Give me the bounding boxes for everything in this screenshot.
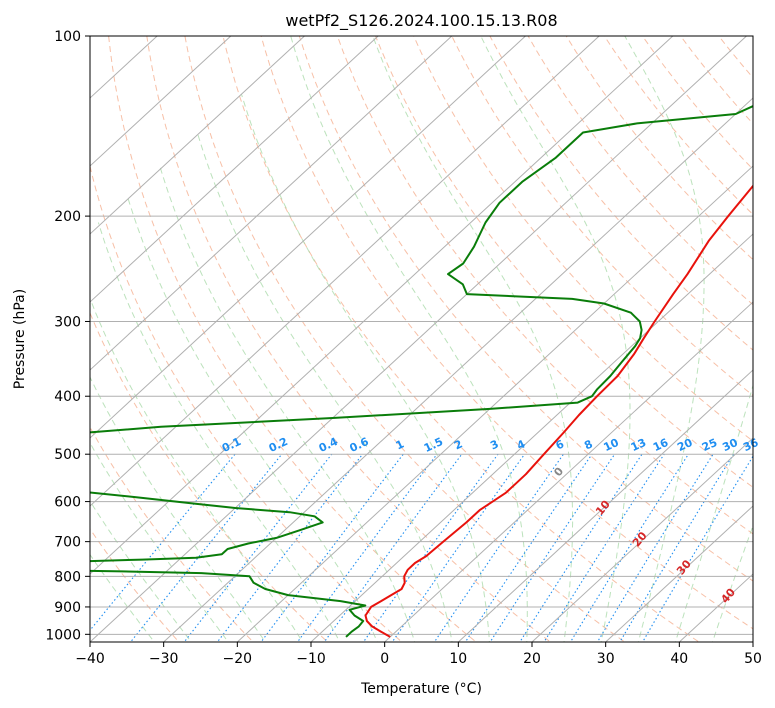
moist-adiabat: [711, 524, 753, 642]
dry-adiabat: [298, 36, 753, 582]
moist-adiabat: [159, 165, 416, 642]
mixing-ratio-line: [433, 453, 564, 642]
mixing-ratio-line: [183, 453, 333, 642]
isotherm: [90, 36, 379, 303]
dry-adiabat: [603, 36, 753, 216]
x-tick-label: 30: [597, 651, 615, 667]
mixing-ratio-line: [569, 453, 689, 642]
x-tick-label: −40: [75, 651, 105, 667]
moist-adiabat: [90, 376, 266, 642]
moist-adiabat: [90, 441, 229, 642]
mixing-ratio-label: 30: [720, 436, 740, 454]
y-tick-label: 200: [54, 209, 81, 225]
isotherm: [90, 36, 600, 507]
x-tick-label: −20: [223, 651, 253, 667]
dry-adiabat: [375, 36, 753, 488]
mixing-ratio-line: [596, 453, 714, 642]
isotherm: [90, 36, 306, 235]
isotherm: [90, 36, 527, 439]
y-tick-label: 700: [54, 535, 81, 551]
mixing-ratio-label: 16: [651, 436, 671, 454]
moist-adiabat: [674, 383, 753, 642]
moist-adiabat: [372, 36, 574, 642]
dry-adiabat: [489, 36, 753, 351]
isotherm: [162, 97, 753, 642]
dry-adiabat: [222, 36, 700, 642]
dry-adiabat: [184, 36, 626, 642]
x-tick-label: −30: [149, 651, 179, 667]
x-tick-label: 20: [523, 651, 541, 667]
mixing-ratio-line: [641, 455, 753, 642]
background-lines: [90, 36, 753, 642]
mixing-ratio-label: 36: [741, 436, 761, 454]
y-tick-label: 900: [54, 600, 81, 616]
mixing-ratio-label: 13: [629, 436, 648, 454]
isotherm: [90, 36, 453, 371]
dewpoint-line: [90, 105, 753, 638]
moist-adiabat: [290, 36, 528, 642]
mixing-ratio-line: [260, 453, 404, 642]
mixing-ratio-line: [216, 453, 364, 642]
y-tick-label: 600: [54, 495, 81, 511]
y-axis: 1000 900 800 700 600 500 400 300 200 100: [45, 29, 90, 643]
x-tick-label: 50: [744, 651, 762, 667]
chart-title: wetPf2_S126.2024.100.15.13.R08: [285, 11, 557, 31]
grid-lines: [90, 36, 753, 642]
moist-adiabat: [97, 222, 341, 642]
mixing-ratio-line: [129, 453, 283, 642]
moist-adiabat: [240, 93, 490, 642]
isotherm: [90, 36, 674, 575]
x-axis: −40 −30 −20 −10 0 10 20 30 40 50: [75, 642, 762, 667]
y-axis-label: Pressure (hPa): [12, 289, 28, 389]
moist-adiabat: [90, 297, 304, 642]
mixing-ratio-line: [362, 453, 499, 642]
y-tick-label: 1000: [45, 627, 81, 643]
dry-adiabat: [146, 36, 552, 642]
mixing-ratio-line: [90, 453, 236, 632]
mixing-ratio-line: [464, 453, 593, 642]
dry-adiabat: [527, 36, 753, 306]
plot-frame: [89, 35, 754, 643]
mixing-ratio-line: [391, 453, 526, 642]
profile-lines: [90, 105, 753, 638]
mixing-ratio-label: 10: [602, 436, 622, 454]
moist-adiabat: [126, 195, 378, 642]
moist-adiabat: [90, 553, 156, 642]
isotherm: [90, 36, 232, 167]
plot-background: [90, 36, 753, 642]
isotherm: [90, 36, 748, 642]
x-tick-label: −10: [296, 651, 326, 667]
y-tick-label: 300: [54, 315, 81, 331]
y-tick-label: 500: [54, 447, 81, 463]
moist-adiabat: [90, 500, 192, 642]
dry-adiabat: [108, 36, 477, 642]
moist-adiabat: [624, 36, 705, 642]
isotherm: [236, 165, 753, 642]
isotherm: [310, 233, 753, 642]
isotherm: [531, 437, 753, 642]
y-tick-label: 400: [54, 389, 81, 405]
dry-adiabat: [90, 528, 180, 642]
moist-adiabat: [480, 36, 631, 642]
mixing-ratio-label: 20: [675, 436, 695, 454]
y-tick-label: 800: [54, 569, 81, 585]
mixing-ratio-line: [489, 453, 616, 642]
temperature-line: [364, 184, 753, 638]
x-axis-label: Temperature (°C): [360, 681, 482, 697]
x-tick-label: 10: [449, 651, 467, 667]
x-tick-label: 40: [670, 651, 688, 667]
dry-adiabat: [336, 36, 753, 535]
isotherm: [457, 369, 753, 642]
dry-adiabat: [260, 36, 753, 630]
isotherm: [604, 505, 753, 642]
isotherm: [383, 301, 753, 642]
x-tick-label: 0: [380, 651, 389, 667]
mixing-ratio-line: [619, 453, 735, 642]
y-tick-label: 100: [54, 29, 81, 45]
mixing-ratio-label: 25: [700, 436, 719, 454]
